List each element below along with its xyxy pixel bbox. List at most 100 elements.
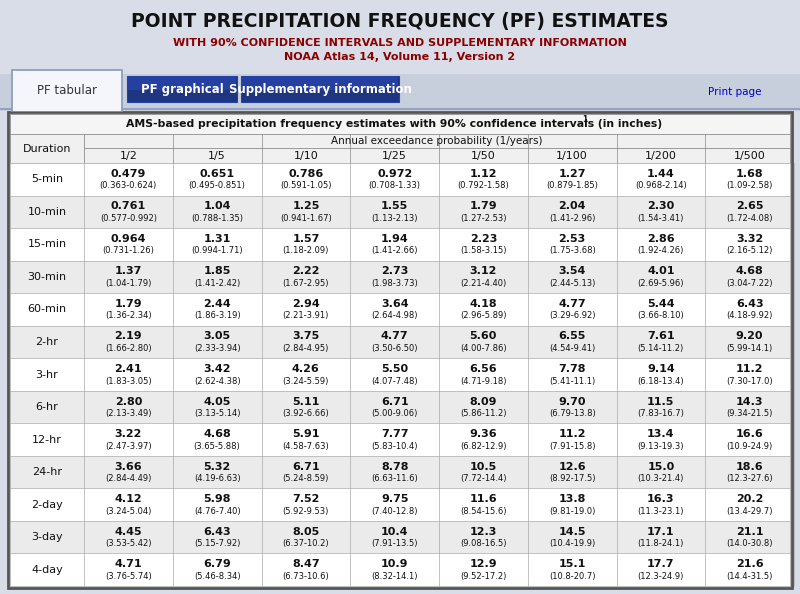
- Text: (2.62-4.38): (2.62-4.38): [194, 377, 241, 386]
- Bar: [10, 195, 790, 228]
- Text: 1: 1: [582, 115, 588, 125]
- Text: 1.57: 1.57: [292, 234, 319, 244]
- Text: 12.6: 12.6: [558, 462, 586, 472]
- Text: 3.22: 3.22: [114, 429, 142, 439]
- Text: 1.12: 1.12: [470, 169, 497, 179]
- Text: (7.40-12.8): (7.40-12.8): [371, 507, 418, 516]
- Text: (0.708-1.33): (0.708-1.33): [369, 181, 421, 190]
- Text: (1.27-2.53): (1.27-2.53): [460, 214, 506, 223]
- Text: (8.54-15.6): (8.54-15.6): [460, 507, 506, 516]
- Text: 12.3: 12.3: [470, 527, 497, 536]
- Text: 6.56: 6.56: [470, 364, 497, 374]
- Bar: [10, 293, 790, 326]
- Text: (3.13-5.14): (3.13-5.14): [194, 409, 240, 418]
- Text: (2.16-5.12): (2.16-5.12): [726, 247, 773, 255]
- Text: 4.68: 4.68: [736, 266, 763, 276]
- Text: 2.65: 2.65: [736, 201, 763, 211]
- Text: (1.83-3.05): (1.83-3.05): [105, 377, 152, 386]
- Text: 10.9: 10.9: [381, 559, 408, 569]
- Text: 17.1: 17.1: [647, 527, 674, 536]
- Text: NOAA Atlas 14, Volume 11, Version 2: NOAA Atlas 14, Volume 11, Version 2: [285, 52, 515, 62]
- Text: 1/200: 1/200: [645, 150, 677, 160]
- Text: 1.55: 1.55: [381, 201, 408, 211]
- Text: 3-day: 3-day: [31, 532, 63, 542]
- Text: (2.84-4.95): (2.84-4.95): [282, 344, 329, 353]
- Text: (11.3-23.1): (11.3-23.1): [638, 507, 684, 516]
- Bar: [0, 60, 800, 62]
- Bar: [13, 71, 121, 111]
- Text: (5.86-11.2): (5.86-11.2): [460, 409, 506, 418]
- Text: (3.24-5.59): (3.24-5.59): [282, 377, 329, 386]
- Text: 9.36: 9.36: [470, 429, 497, 439]
- Text: (6.18-13.4): (6.18-13.4): [638, 377, 684, 386]
- Text: 5.91: 5.91: [292, 429, 320, 439]
- Text: (1.72-4.08): (1.72-4.08): [726, 214, 773, 223]
- Text: (0.591-1.05): (0.591-1.05): [280, 181, 332, 190]
- Text: 10.5: 10.5: [470, 462, 497, 472]
- Text: 1.79: 1.79: [114, 299, 142, 309]
- Text: (6.82-12.9): (6.82-12.9): [460, 441, 506, 451]
- Text: (0.968-2.14): (0.968-2.14): [635, 181, 686, 190]
- Bar: [0, 76, 800, 78]
- Text: (1.13-2.13): (1.13-2.13): [371, 214, 418, 223]
- Bar: [10, 424, 790, 456]
- Text: 4.26: 4.26: [292, 364, 320, 374]
- Text: (1.41-2.96): (1.41-2.96): [549, 214, 595, 223]
- Text: (14.0-30.8): (14.0-30.8): [726, 539, 773, 548]
- Text: (7.30-17.0): (7.30-17.0): [726, 377, 773, 386]
- Text: 2.94: 2.94: [292, 299, 320, 309]
- Text: (1.98-3.73): (1.98-3.73): [371, 279, 418, 288]
- Text: 1.25: 1.25: [292, 201, 319, 211]
- Text: (7.83-16.7): (7.83-16.7): [638, 409, 684, 418]
- Text: 12.9: 12.9: [470, 559, 497, 569]
- Text: (1.04-1.79): (1.04-1.79): [105, 279, 151, 288]
- Text: 9.20: 9.20: [736, 331, 763, 342]
- Text: 1.94: 1.94: [381, 234, 409, 244]
- Text: (4.00-7.86): (4.00-7.86): [460, 344, 506, 353]
- Text: (2.64-4.98): (2.64-4.98): [371, 311, 418, 320]
- Text: 5-min: 5-min: [31, 174, 63, 184]
- Text: (5.46-8.34): (5.46-8.34): [194, 572, 241, 581]
- Text: 13.4: 13.4: [647, 429, 674, 439]
- Text: 3.42: 3.42: [203, 364, 231, 374]
- Text: 5.44: 5.44: [647, 299, 674, 309]
- Text: 16.3: 16.3: [647, 494, 674, 504]
- Text: (1.67-2.95): (1.67-2.95): [282, 279, 329, 288]
- Bar: [10, 391, 790, 424]
- Bar: [0, 4, 800, 6]
- Text: 1/500: 1/500: [734, 150, 766, 160]
- Text: (7.91-13.5): (7.91-13.5): [371, 539, 418, 548]
- Text: (0.941-1.67): (0.941-1.67): [280, 214, 332, 223]
- Text: 17.7: 17.7: [647, 559, 674, 569]
- Bar: [0, 64, 800, 66]
- Bar: [0, 116, 800, 118]
- Text: 1.79: 1.79: [470, 201, 497, 211]
- Text: 3.75: 3.75: [292, 331, 319, 342]
- Text: (9.13-19.3): (9.13-19.3): [638, 441, 684, 451]
- Text: (5.14-11.2): (5.14-11.2): [638, 344, 684, 353]
- Text: 8.05: 8.05: [292, 527, 319, 536]
- Text: 2.41: 2.41: [114, 364, 142, 374]
- Text: 2.80: 2.80: [114, 397, 142, 406]
- Text: 4.71: 4.71: [114, 559, 142, 569]
- Text: (2.69-5.96): (2.69-5.96): [638, 279, 684, 288]
- Text: 3.12: 3.12: [470, 266, 497, 276]
- Text: (0.788-1.35): (0.788-1.35): [191, 214, 243, 223]
- Bar: [10, 114, 790, 134]
- Text: 6.71: 6.71: [292, 462, 320, 472]
- Bar: [10, 261, 790, 293]
- Text: 1.04: 1.04: [203, 201, 231, 211]
- Text: 15.0: 15.0: [647, 462, 674, 472]
- Text: 8.78: 8.78: [381, 462, 408, 472]
- Bar: [0, 72, 800, 74]
- Text: (4.07-7.48): (4.07-7.48): [371, 377, 418, 386]
- Text: 16.6: 16.6: [736, 429, 763, 439]
- Text: (10.9-24.9): (10.9-24.9): [726, 441, 773, 451]
- Text: 20.2: 20.2: [736, 494, 763, 504]
- Bar: [0, 12, 800, 14]
- Text: (6.73-10.6): (6.73-10.6): [282, 572, 330, 581]
- Text: 2.53: 2.53: [558, 234, 586, 244]
- Bar: [0, 80, 800, 82]
- Text: 5.60: 5.60: [470, 331, 497, 342]
- Bar: [10, 163, 790, 195]
